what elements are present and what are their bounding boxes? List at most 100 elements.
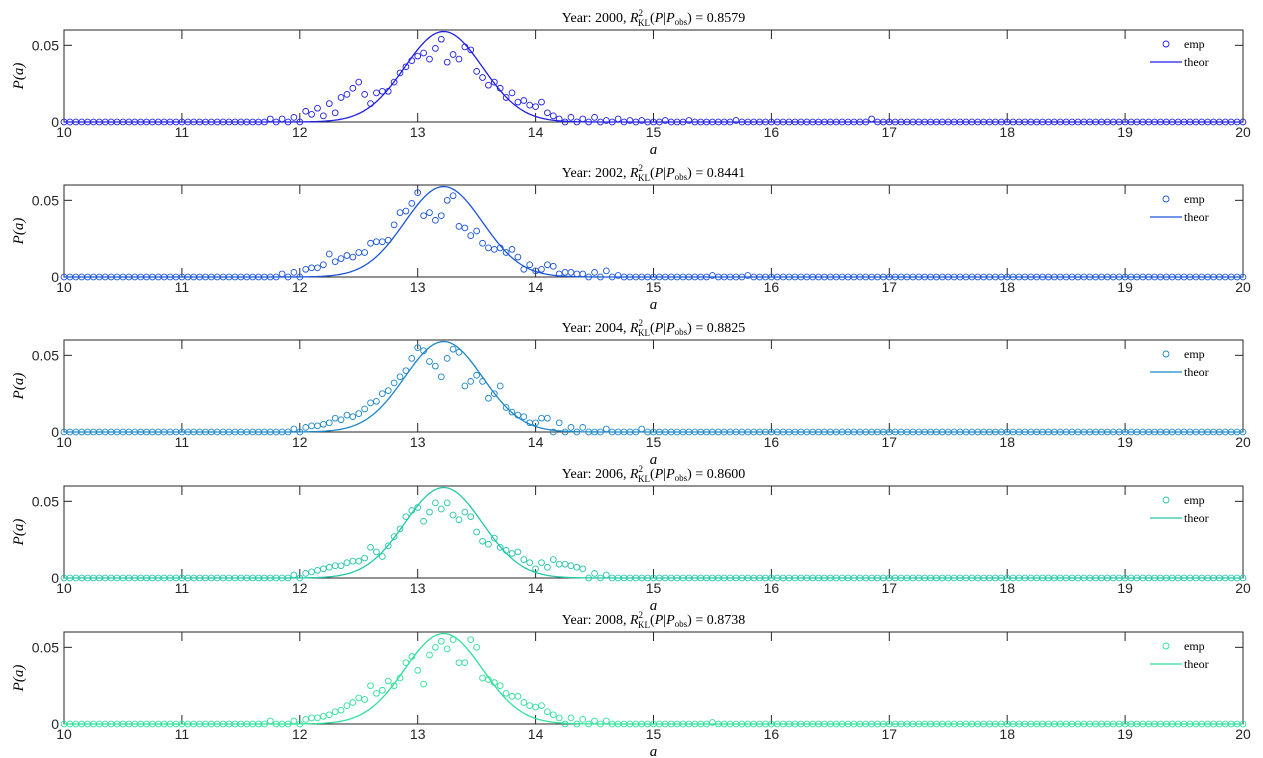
emp-point (308, 714, 315, 722)
emp-point (608, 118, 616, 126)
legend-theor-label: theor (1184, 365, 1209, 379)
emp-point (290, 114, 298, 121)
title-part-mid1: ( (650, 166, 655, 181)
emp-point (502, 249, 510, 256)
emp-point (520, 699, 528, 706)
title-part-sub: KL (638, 474, 650, 484)
emp-point (561, 118, 569, 126)
emp-point (284, 428, 292, 436)
emp-point (290, 571, 298, 579)
x-tick-label: 14 (528, 580, 544, 596)
emp-point (296, 428, 304, 436)
title-part-p: P (654, 11, 664, 26)
emp-point (396, 373, 404, 381)
emp-point (432, 499, 439, 507)
title-part-value: 0.8579 (707, 11, 746, 26)
emp-point (320, 712, 327, 720)
title-part-p: P (654, 467, 664, 482)
y-tick-label: 0 (51, 114, 59, 130)
emp-point (337, 255, 345, 262)
emp-point (408, 355, 416, 362)
title-part-sup: 2 (639, 163, 644, 173)
emp-point (485, 244, 492, 252)
emp-point (349, 84, 357, 92)
x-tick-label: 18 (999, 434, 1015, 450)
panel-0: 10 11 12 13 14 15 16 17 18 19 20 0 0.05 Year: 2000, R… (11, 8, 1251, 158)
emp-point (408, 200, 416, 207)
y-tick-label: 0.05 (32, 192, 59, 208)
emp-point (449, 636, 457, 644)
emp-point (490, 679, 498, 686)
emp-point (437, 35, 445, 43)
emp-point (337, 562, 345, 570)
emp-point (343, 559, 351, 567)
legend-emp-label: emp (1184, 639, 1205, 653)
emp-point (538, 98, 545, 106)
emp-point (561, 720, 569, 728)
emp-point (455, 516, 463, 524)
x-tick-label: 20 (1235, 434, 1251, 450)
emp-point (514, 693, 522, 700)
emp-point (302, 424, 310, 431)
emp-point (591, 570, 598, 577)
title-part-bar: | (663, 166, 666, 181)
emp-point (538, 559, 545, 567)
x-tick-label: 13 (410, 726, 426, 742)
emp-point (532, 267, 539, 275)
emp-point (261, 118, 268, 126)
title-part-bar: | (663, 321, 666, 336)
emp-point (538, 414, 545, 422)
emp-point (555, 560, 563, 568)
x-tick-label: 20 (1235, 580, 1251, 596)
emp-point (461, 43, 469, 51)
title-part-value: 0.8600 (707, 467, 746, 482)
title-part-sub: KL (638, 18, 650, 28)
title-part-prefix: Year: 2006, (562, 467, 630, 482)
emp-point (414, 52, 422, 60)
title-part-mid1: ( (650, 11, 655, 26)
emp-point (555, 270, 563, 278)
emp-point (703, 720, 710, 728)
emp-point (384, 87, 392, 95)
title-part-prefix: Year: 2000, (562, 11, 630, 26)
emp-point (337, 94, 345, 101)
x-axis-label: a (650, 452, 658, 468)
emp-point (661, 117, 669, 124)
emp-point (378, 238, 386, 246)
legend-emp-label: emp (1184, 347, 1205, 361)
emp-point (614, 272, 622, 279)
emp-point (555, 714, 563, 722)
emp-point (597, 118, 604, 126)
emp-point (361, 91, 369, 98)
emp-point (437, 373, 445, 381)
title-part-r: R (629, 166, 639, 181)
emp-point (544, 563, 551, 571)
emp-point (732, 117, 740, 124)
title-part-p: P (654, 613, 664, 628)
emp-point (602, 717, 610, 725)
emp-point (355, 694, 363, 702)
emp-point (278, 115, 286, 123)
emp-point (373, 238, 380, 246)
x-tick-label: 14 (528, 726, 544, 742)
emp-point (331, 562, 339, 570)
emp-point (261, 720, 268, 728)
emp-point (496, 682, 504, 690)
emp-point (485, 81, 492, 89)
theor-curve (64, 632, 1243, 725)
x-tick-label: 19 (1117, 279, 1133, 295)
emp-point (325, 419, 333, 427)
x-tick-label: 10 (56, 726, 72, 742)
x-tick-label: 12 (292, 124, 308, 140)
emp-point (473, 528, 481, 536)
emp-point (490, 78, 498, 86)
title-part-r: R (629, 613, 639, 628)
x-tick-label: 18 (999, 580, 1015, 596)
title-part-sup: 2 (639, 464, 644, 474)
emp-point (408, 507, 416, 514)
panel-2: 10 11 12 13 14 15 16 17 18 19 20 0 0.05 Year: 2004, R… (11, 318, 1251, 468)
emp-point (496, 244, 504, 252)
x-tick-label: 15 (646, 279, 662, 295)
axes-box (63, 339, 1244, 433)
axes-box (63, 29, 1244, 123)
